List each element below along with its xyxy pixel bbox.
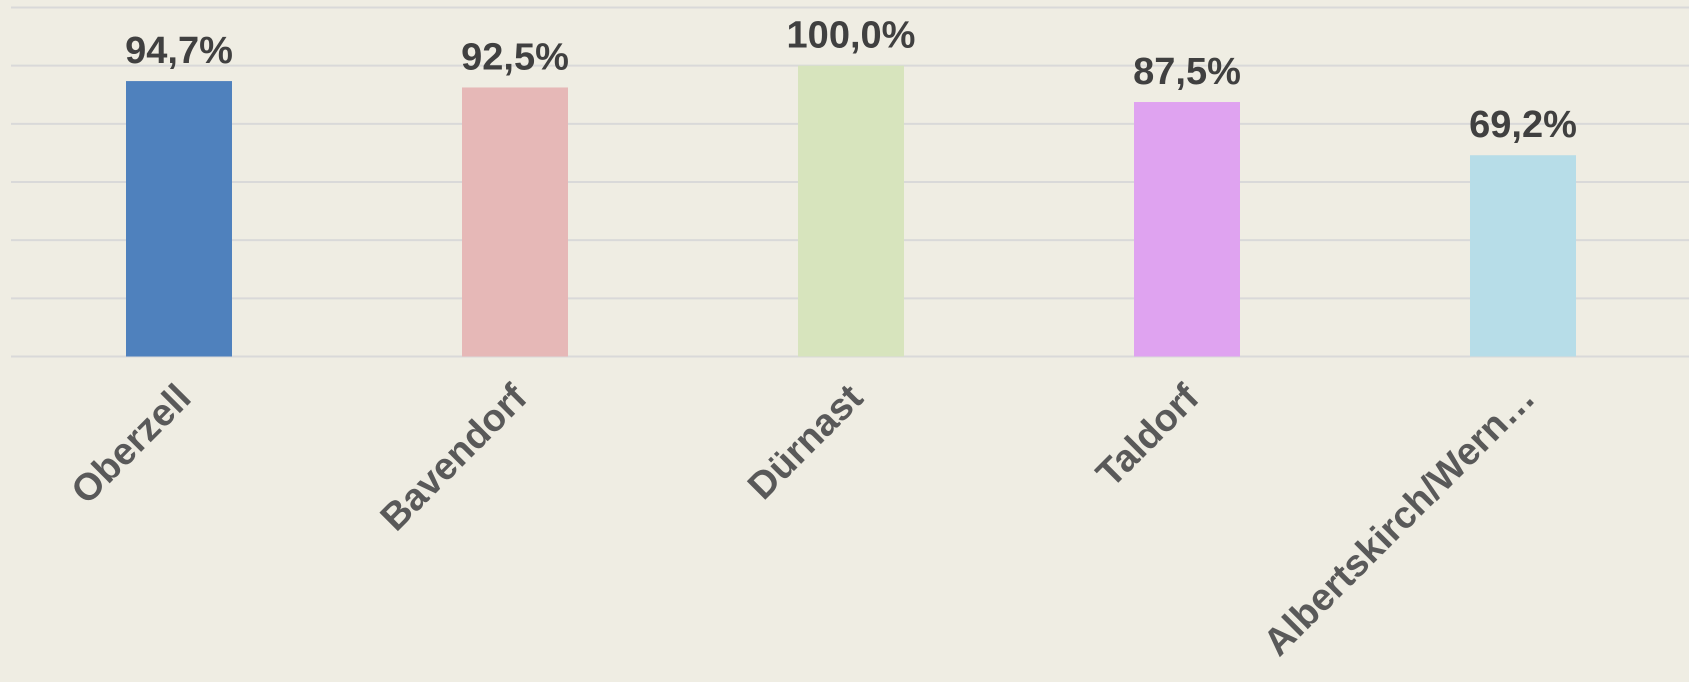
bar <box>798 65 904 357</box>
value-label: 94,7% <box>125 30 233 72</box>
bar <box>1134 102 1240 357</box>
bar <box>1470 155 1576 357</box>
x-tick-label: Albertskirch/Wern… <box>1256 377 1544 665</box>
value-label: 92,5% <box>461 36 569 78</box>
value-label: 100,0% <box>787 15 916 57</box>
x-tick-label: Bavendorf <box>373 376 536 539</box>
value-label: 69,2% <box>1469 104 1577 146</box>
bar <box>126 81 232 357</box>
bar <box>462 87 568 357</box>
value-label: 87,5% <box>1133 51 1241 93</box>
x-tick-label: Dürnast <box>740 376 871 507</box>
x-tick-label: Oberzell <box>64 377 200 513</box>
x-tick-label: Taldorf <box>1089 376 1208 495</box>
